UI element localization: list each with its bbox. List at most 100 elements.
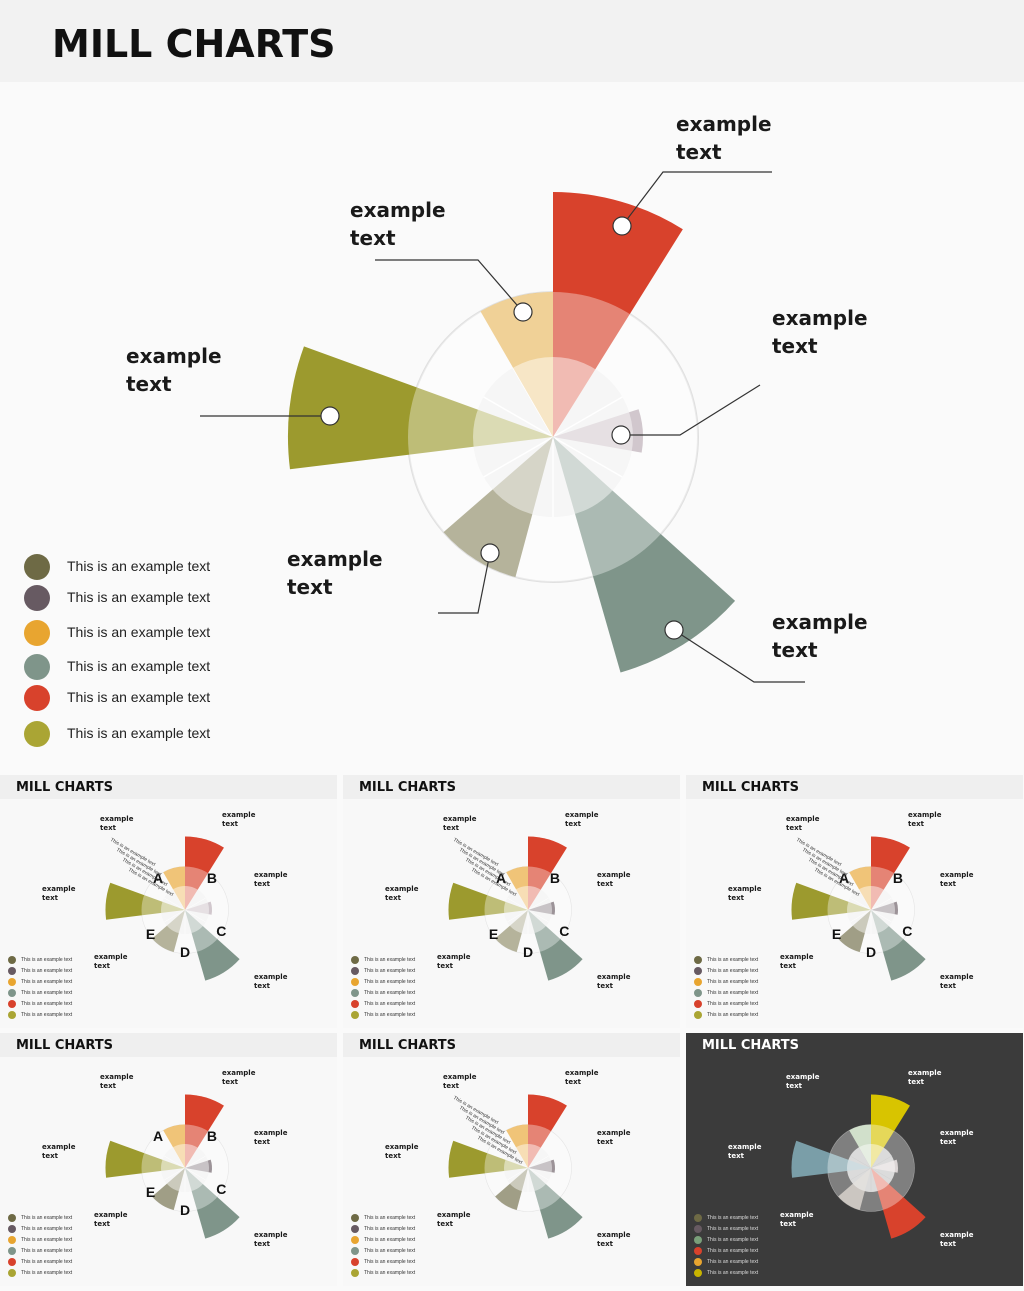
thumbnail	[343, 775, 680, 1028]
callout-label: example text	[780, 953, 814, 970]
ring-overlay	[408, 292, 698, 582]
callout-label: example text	[443, 1073, 477, 1090]
slice-line	[552, 436, 623, 478]
callout-label: example text	[94, 953, 128, 970]
wedge	[185, 910, 240, 981]
wedge	[185, 836, 224, 910]
legend-text: This is an example text	[364, 1259, 416, 1265]
callout-label: example text	[676, 112, 772, 164]
segment-letter: D	[865, 944, 877, 960]
callout-label: example text	[437, 953, 471, 970]
slice-line	[858, 889, 872, 911]
segment-letter: C	[216, 1181, 227, 1197]
slice-line	[172, 889, 186, 911]
wedge	[871, 1094, 910, 1168]
wedge	[185, 1094, 224, 1168]
legend-text: This is an example text	[707, 968, 759, 974]
legend-text: This is an example text	[707, 1226, 759, 1232]
segment-letter: C	[216, 923, 227, 939]
thumb-title: MILL CHARTS	[16, 1038, 114, 1053]
segment-letter: C	[559, 923, 570, 939]
callout-label: example text	[385, 1143, 419, 1160]
slice-line	[870, 897, 892, 911]
slice-line	[164, 1167, 186, 1181]
callout-label: example text	[728, 885, 762, 902]
segment-letter: A	[152, 1127, 164, 1144]
segment-letter: E	[831, 926, 842, 943]
wedge	[448, 1140, 528, 1178]
slice-line	[870, 909, 892, 923]
callout-label: example text	[565, 811, 599, 828]
slice-line	[850, 909, 872, 923]
ring-overlay	[827, 866, 915, 954]
wedge	[528, 901, 555, 915]
legend-swatch	[8, 1000, 16, 1008]
legend-swatch	[351, 956, 359, 964]
legend-text: This is an example text	[707, 1259, 759, 1265]
legend-text: This is an example text	[707, 979, 759, 985]
callout-label: example text	[597, 871, 631, 888]
legend-text: This is an example text	[67, 658, 211, 674]
callout-label: example text	[254, 1129, 288, 1146]
wedge	[838, 1168, 871, 1211]
legend-swatch	[351, 967, 359, 975]
slice-line	[507, 909, 529, 923]
slice-line	[172, 1147, 186, 1169]
callout-label: example text	[42, 885, 76, 902]
inner-overlay	[847, 1144, 895, 1192]
legend-swatch	[694, 1236, 702, 1244]
wedge	[849, 1124, 871, 1168]
slice-line	[858, 1147, 872, 1169]
legend-text: This is an example text	[364, 1270, 416, 1276]
callout-label: example text	[786, 815, 820, 832]
legend-swatch	[24, 685, 50, 711]
legend-swatch	[694, 989, 702, 997]
wedge	[288, 346, 553, 470]
thumb-header	[343, 775, 680, 799]
callout-label: example text	[385, 885, 419, 902]
slice-line	[184, 897, 206, 911]
legend-text: This is an example text	[67, 689, 211, 705]
leader-dot	[320, 406, 340, 426]
legend-swatch	[8, 1236, 16, 1244]
legend-text: This is an example text	[21, 968, 73, 974]
segment-letter: A	[838, 869, 850, 886]
segment-letter: B	[549, 869, 561, 886]
inner-overlay	[473, 357, 633, 517]
legend-text: This is an example text	[21, 957, 73, 963]
segment-letter: A	[152, 869, 164, 886]
wedge	[480, 292, 553, 437]
legend-text: This is an example text	[21, 1226, 73, 1232]
legend-text: This is an example text	[707, 1215, 759, 1221]
segment-letter: E	[145, 1184, 156, 1201]
legend-swatch	[351, 1214, 359, 1222]
legend-text: This is an example text	[707, 1248, 759, 1254]
segment-letter: D	[522, 944, 534, 960]
header-band	[0, 0, 1024, 82]
wedge	[495, 910, 528, 953]
legend-swatch	[694, 1000, 702, 1008]
wedge	[152, 910, 185, 953]
legend-text: This is an example text	[21, 1248, 73, 1254]
wedge	[506, 866, 528, 910]
wedge	[553, 192, 683, 437]
legend-text: This is an example text	[21, 1237, 73, 1243]
legend-text: This is an example text	[707, 990, 759, 996]
slice-line	[850, 897, 872, 911]
ring-overlay	[141, 866, 229, 954]
wedge	[185, 1168, 240, 1239]
wedge	[871, 836, 910, 910]
slice-line	[184, 1155, 206, 1169]
legend-swatch	[24, 654, 50, 680]
ring-overlay	[484, 866, 572, 954]
legend-text: This is an example text	[21, 979, 73, 985]
wedge	[871, 901, 898, 915]
callout-label: example text	[100, 815, 134, 832]
wedge	[448, 882, 528, 920]
thumbnail	[343, 1033, 680, 1286]
legend-swatch	[351, 1269, 359, 1277]
legend-text: This is an example text	[364, 1226, 416, 1232]
slice-line	[527, 897, 549, 911]
legend-swatch	[694, 967, 702, 975]
